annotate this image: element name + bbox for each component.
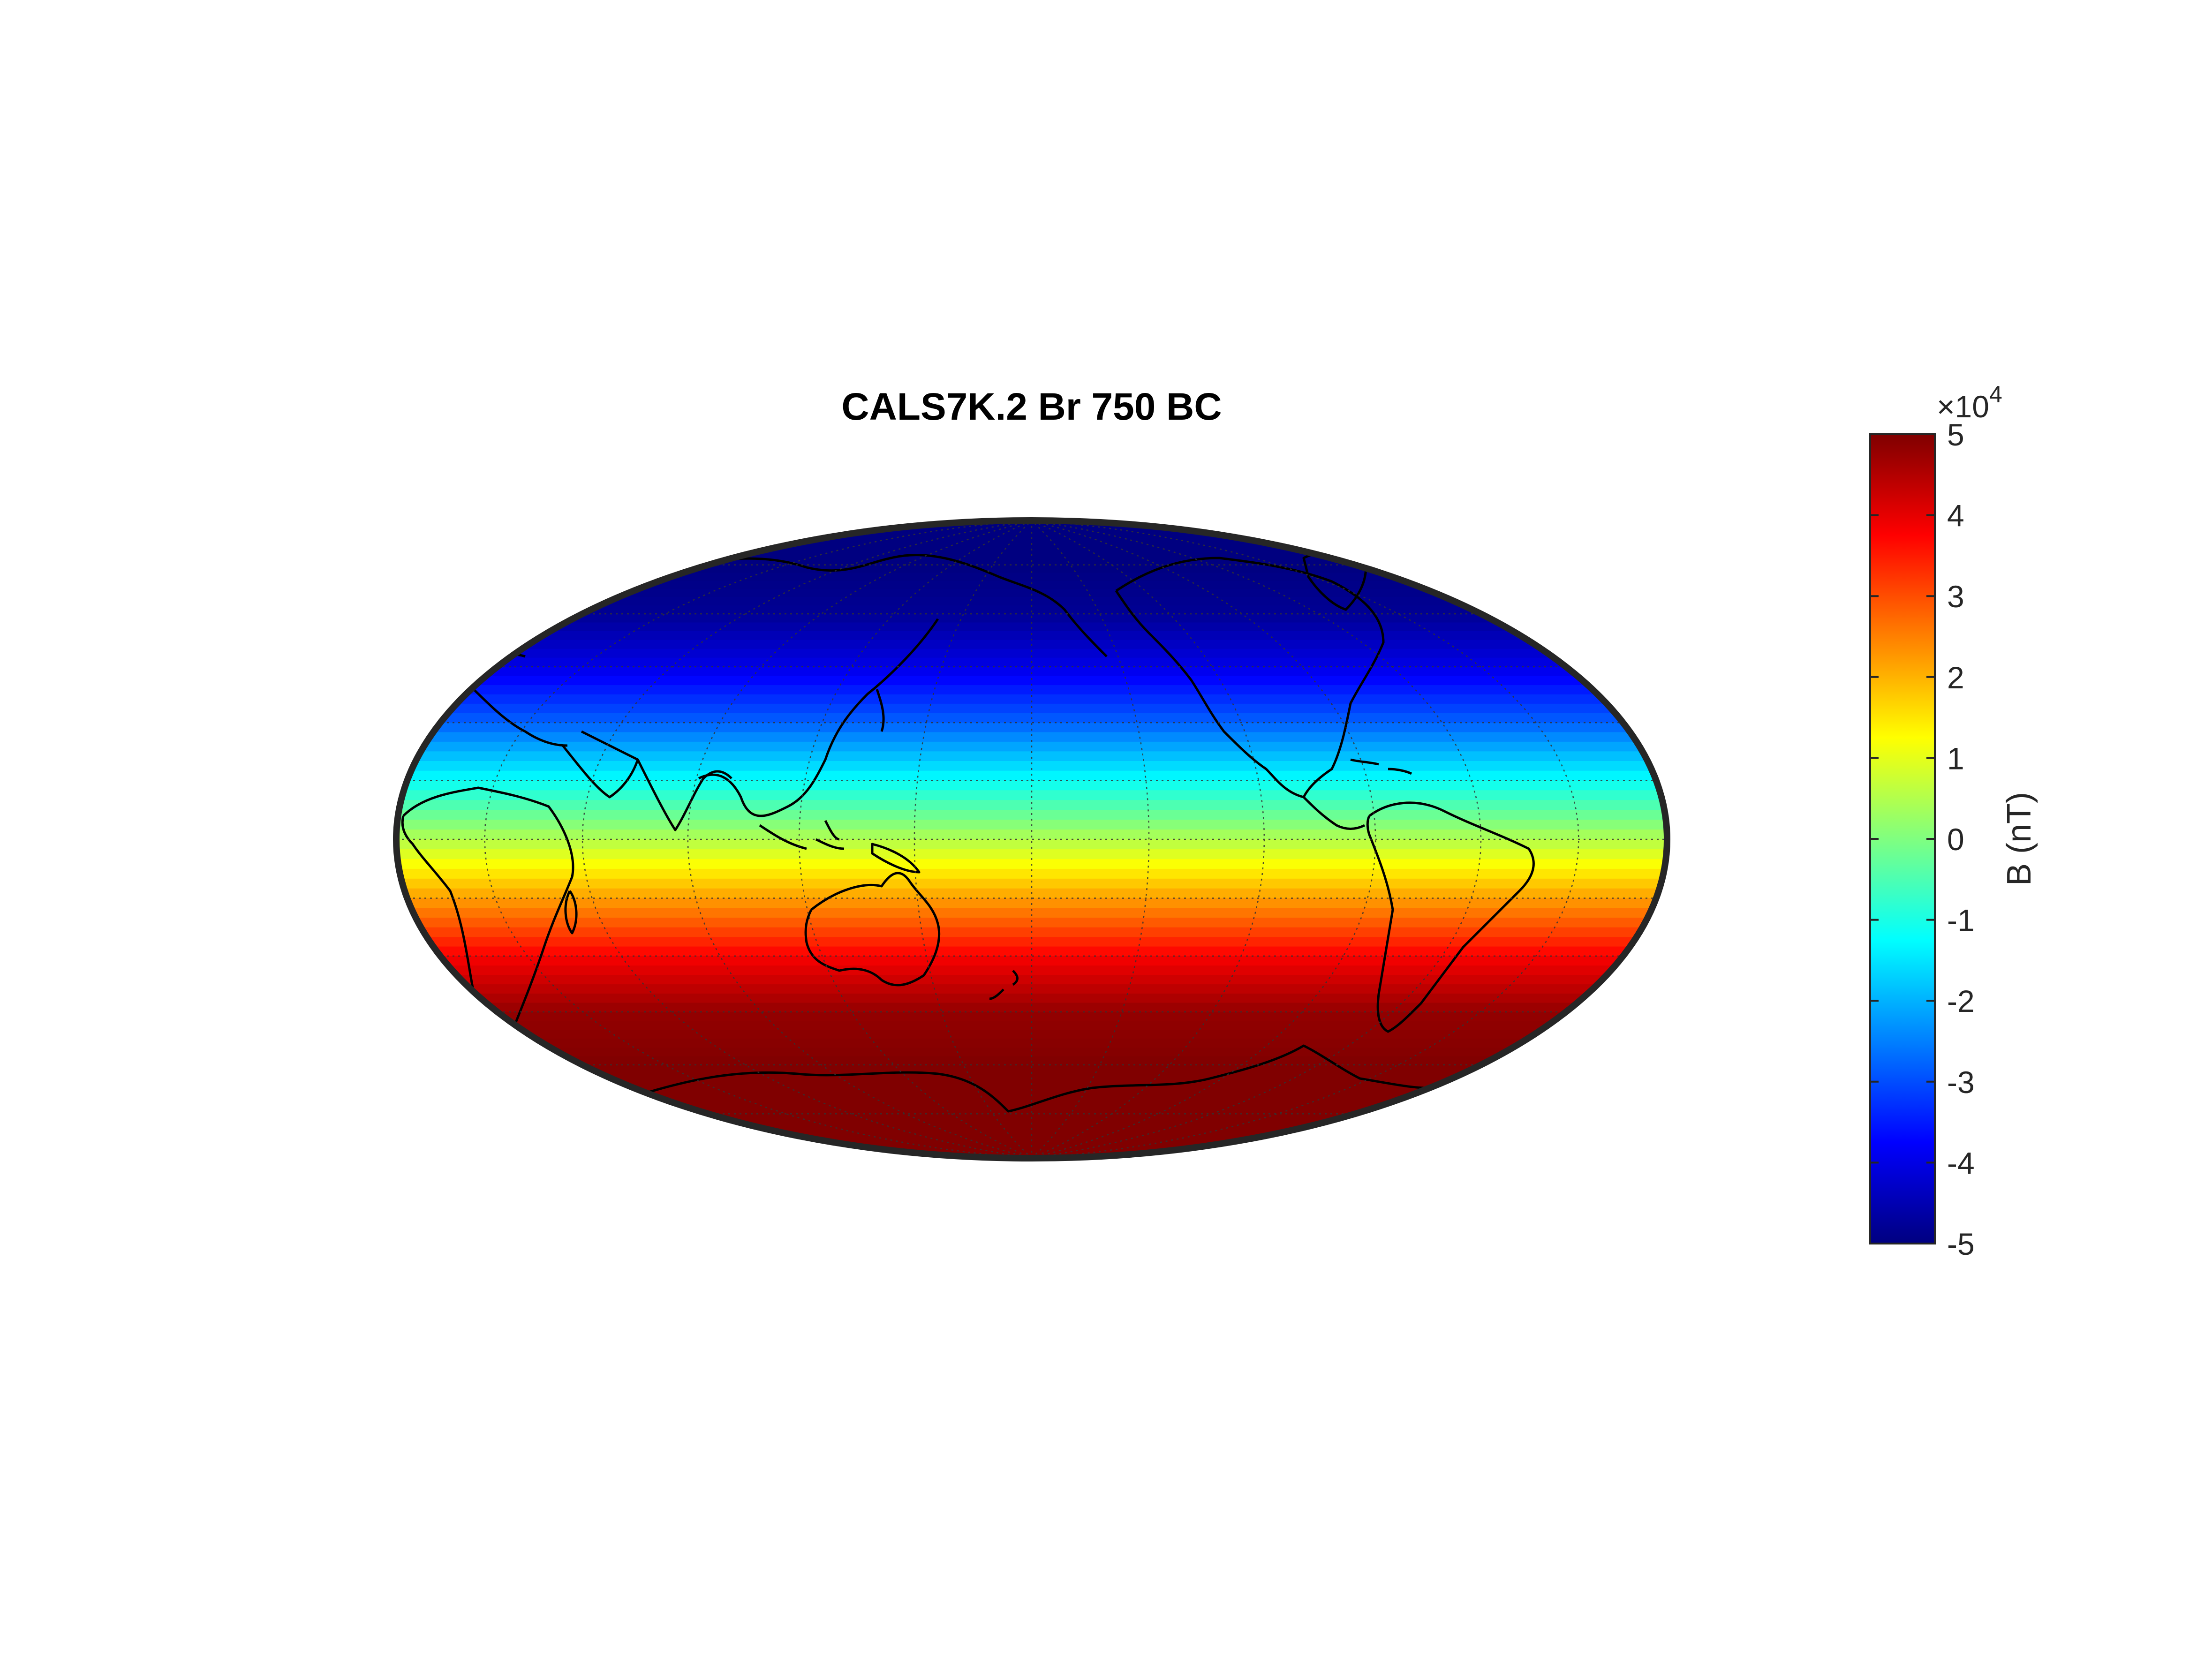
coastline-japan xyxy=(876,689,885,732)
field-band xyxy=(396,868,1667,879)
colorbar-tick-label: 4 xyxy=(1947,498,1964,533)
colorbar-tick-label: 1 xyxy=(1947,741,1964,776)
field-band xyxy=(396,751,1667,762)
colorbar-exponent: ×104 xyxy=(1937,381,2002,424)
coastline-arabia xyxy=(562,730,639,799)
field-band xyxy=(396,631,1667,641)
colorbar-tick-label: 2 xyxy=(1947,660,1964,695)
field-band xyxy=(396,993,1667,1003)
colorbar-gradient xyxy=(1870,434,1935,1244)
field-band xyxy=(396,581,1667,589)
meridian-line xyxy=(1031,520,1150,1158)
colorbar-exponent-power: 4 xyxy=(1989,381,2002,407)
field-band xyxy=(396,732,1667,742)
meridian-line xyxy=(1031,520,1265,1158)
colorbar-tick-label: -2 xyxy=(1947,984,1975,1018)
map-plot-area xyxy=(393,517,1670,1161)
coastline-australia xyxy=(804,872,941,987)
field-band xyxy=(396,723,1667,733)
field-band xyxy=(396,597,1667,606)
field-band xyxy=(396,676,1667,686)
field-band xyxy=(396,649,1667,658)
colorbar-tick-label: 0 xyxy=(1947,822,1964,857)
field-band xyxy=(396,800,1667,811)
coastline-east-asia xyxy=(698,618,939,817)
field-band xyxy=(396,527,1667,535)
field-band xyxy=(396,975,1667,985)
field-band xyxy=(396,605,1667,615)
field-band xyxy=(396,1129,1667,1138)
chart-title: CALS7K.2 Br 750 BC xyxy=(841,385,1222,428)
field-band xyxy=(396,622,1667,632)
coastline-india xyxy=(636,759,732,831)
field-band xyxy=(396,810,1667,821)
field-band xyxy=(396,1030,1667,1040)
colorbar-ticks: 5 4 3 2 1 0 -1 -2 -3 -4 -5 xyxy=(1870,417,1975,1261)
coastline-antarctica xyxy=(647,1044,1426,1113)
field-band xyxy=(396,1090,1667,1099)
coastline-new-guinea xyxy=(871,843,921,874)
colorbar-label: B (nT) xyxy=(2001,792,2038,886)
colorbar-tick-label: 5 xyxy=(1947,417,1964,452)
field-band xyxy=(396,549,1667,558)
coastline-new-zealand xyxy=(989,970,1019,1000)
coastline-south-america xyxy=(1366,801,1535,1033)
field-band xyxy=(396,565,1667,573)
field-band xyxy=(396,694,1667,704)
coastlines xyxy=(401,550,1535,1113)
field-band xyxy=(396,1003,1667,1013)
field-band xyxy=(396,761,1667,771)
colorbar-tick-label: -5 xyxy=(1947,1227,1975,1261)
field-band xyxy=(396,830,1667,840)
coastline-north-america xyxy=(1115,557,1385,799)
field-band xyxy=(396,1048,1667,1057)
field-band xyxy=(396,1021,1667,1031)
field-band xyxy=(396,908,1667,918)
colorbar-tick-label: -1 xyxy=(1947,903,1975,938)
field-band xyxy=(396,839,1667,850)
meridian-line xyxy=(798,520,1032,1158)
colorbar-tick-label: -4 xyxy=(1947,1146,1975,1180)
field-band xyxy=(396,790,1667,801)
coastline-indonesia xyxy=(759,820,845,850)
coastline-central-america xyxy=(1303,796,1366,830)
field-band xyxy=(396,965,1667,976)
coastline-madagascar xyxy=(564,890,578,935)
field-band xyxy=(396,614,1667,623)
field-band xyxy=(396,917,1667,928)
field-band xyxy=(396,946,1667,957)
field-band xyxy=(396,1039,1667,1048)
field-band xyxy=(396,878,1667,889)
map-frame xyxy=(393,517,1670,1161)
meridian-line xyxy=(913,520,1032,1158)
colorbar-tick-label: 3 xyxy=(1947,579,1964,614)
field-band xyxy=(396,1098,1667,1107)
coastline-africa xyxy=(401,786,574,1044)
colorbar-tick-label: -3 xyxy=(1947,1065,1975,1100)
field-band xyxy=(396,666,1667,677)
field-band xyxy=(396,770,1667,781)
coastline-caribbean xyxy=(1350,758,1412,775)
